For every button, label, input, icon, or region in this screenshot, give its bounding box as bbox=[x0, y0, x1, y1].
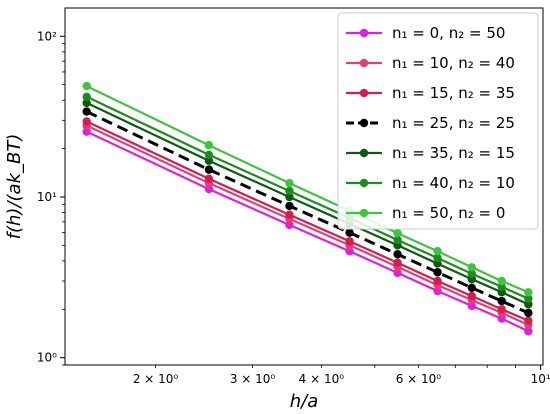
series-0 bbox=[82, 127, 533, 336]
legend: n₁ = 0, n₂ = 50 n₁ = 10, n₂ = 40 n₁ = 15, … bbox=[337, 12, 539, 230]
data-point bbox=[285, 210, 294, 219]
legend-label: n₁ = 50, n₂ = 0 bbox=[392, 204, 505, 222]
data-point bbox=[285, 192, 294, 202]
data-point bbox=[433, 286, 442, 296]
data-point bbox=[467, 283, 476, 293]
legend-label: n₁ = 0, n₂ = 50 bbox=[392, 24, 505, 42]
data-point bbox=[467, 291, 476, 301]
y-axis-label: f(h)/(ak_BT) bbox=[4, 134, 25, 240]
data-point bbox=[393, 250, 402, 259]
data-point bbox=[82, 98, 91, 108]
data-point bbox=[393, 258, 402, 267]
data-point bbox=[393, 268, 402, 278]
x-tick-label: 10¹ bbox=[531, 372, 550, 386]
data-point bbox=[467, 269, 476, 278]
data-point bbox=[497, 282, 506, 292]
data-point bbox=[345, 246, 354, 256]
data-point bbox=[204, 184, 214, 194]
data-point bbox=[82, 107, 91, 116]
data-point bbox=[204, 140, 214, 150]
data-point bbox=[204, 156, 214, 165]
data-point bbox=[285, 178, 294, 188]
data-point bbox=[285, 201, 294, 211]
data-point bbox=[433, 276, 442, 286]
data-point bbox=[524, 308, 533, 318]
data-point bbox=[204, 174, 214, 183]
data-point bbox=[524, 327, 533, 336]
data-point bbox=[524, 288, 533, 297]
series-layer bbox=[82, 81, 533, 336]
data-point bbox=[524, 294, 533, 303]
legend-swatch-marker bbox=[359, 58, 369, 68]
legend-swatch-marker bbox=[359, 88, 369, 98]
data-point bbox=[467, 301, 476, 311]
data-point bbox=[82, 117, 91, 126]
data-point bbox=[497, 305, 506, 314]
data-point bbox=[393, 229, 402, 238]
y-tick-label: 10⁰ bbox=[37, 351, 57, 365]
legend-swatch-marker bbox=[359, 148, 369, 158]
legend-swatch-marker bbox=[359, 208, 369, 218]
series-3 bbox=[82, 107, 533, 318]
legend-box bbox=[337, 12, 539, 230]
plot-frame bbox=[64, 7, 544, 366]
data-point bbox=[345, 228, 354, 237]
legend-label: n₁ = 10, n₂ = 40 bbox=[392, 54, 515, 72]
data-point bbox=[524, 316, 533, 325]
legend-label: n₁ = 15, n₂ = 35 bbox=[392, 84, 515, 102]
data-point bbox=[433, 253, 442, 263]
series-5 bbox=[82, 92, 533, 303]
legend-swatch-marker bbox=[359, 28, 369, 38]
legend-label: n₁ = 25, n₂ = 25 bbox=[392, 114, 515, 132]
data-point bbox=[497, 296, 506, 306]
x-axis-label: h/a bbox=[290, 391, 319, 412]
axes-layer: 10⁰ 10¹ 10² 2 × 10⁰ 3 × 10⁰ 4 × 10⁰ 6 × 10⁰ 10¹ bbox=[37, 29, 550, 386]
x-tick-label: 2 × 10⁰ bbox=[133, 372, 179, 386]
x-tick-label: 4 × 10⁰ bbox=[299, 372, 345, 386]
data-point bbox=[82, 127, 91, 136]
data-point bbox=[82, 81, 91, 91]
data-point bbox=[345, 237, 354, 246]
data-point bbox=[393, 235, 402, 245]
data-point bbox=[497, 314, 506, 323]
legend-label: n₁ = 35, n₂ = 15 bbox=[392, 144, 515, 162]
y-tick-label: 10¹ bbox=[37, 190, 57, 204]
data-point bbox=[433, 268, 442, 277]
x-tick-label: 3 × 10⁰ bbox=[230, 372, 276, 386]
y-tick-label: 10² bbox=[37, 29, 57, 43]
data-point bbox=[204, 165, 214, 174]
data-point bbox=[285, 220, 294, 230]
data-point bbox=[497, 276, 506, 286]
data-point bbox=[204, 150, 214, 160]
legend-swatch-marker bbox=[359, 118, 369, 128]
x-tick-label: 6 × 10⁰ bbox=[396, 372, 442, 386]
data-point bbox=[467, 263, 476, 272]
data-point bbox=[433, 246, 442, 256]
series-2 bbox=[82, 117, 533, 325]
data-point bbox=[285, 186, 294, 196]
data-point bbox=[82, 92, 91, 102]
legend-label: n₁ = 40, n₂ = 10 bbox=[392, 174, 515, 192]
legend-swatch-marker bbox=[359, 178, 369, 188]
